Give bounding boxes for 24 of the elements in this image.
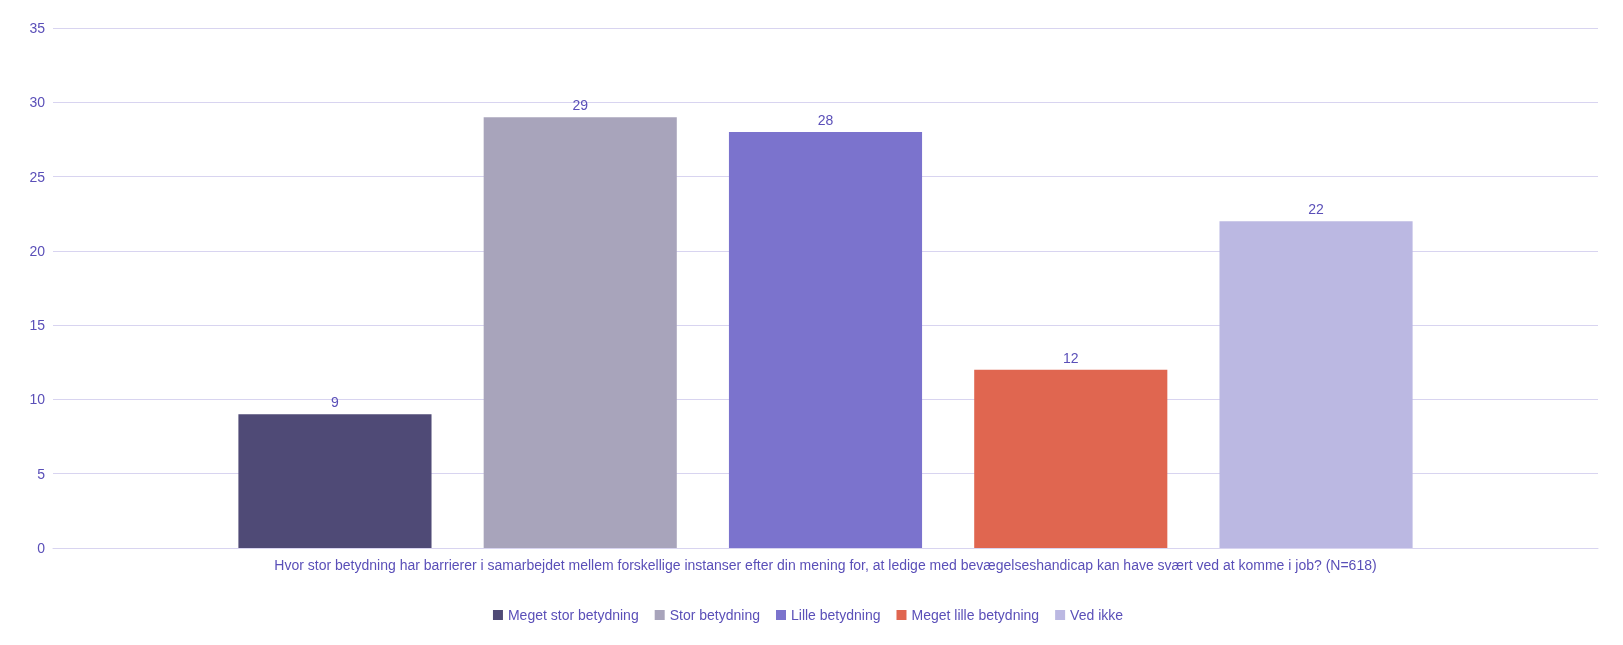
legend-label: Meget stor betydning bbox=[507, 607, 639, 623]
bar bbox=[238, 414, 432, 548]
y-tick-label: 20 bbox=[29, 242, 46, 259]
bar bbox=[1219, 221, 1413, 548]
data-label: 12 bbox=[1062, 349, 1079, 366]
data-label: 22 bbox=[1308, 201, 1325, 218]
bar bbox=[974, 369, 1168, 548]
legend-label: Lille betydning bbox=[790, 607, 881, 623]
y-tick-label: 30 bbox=[29, 94, 46, 111]
x-tick-label: Hvor stor betydning har barrierer i samarbejdet mellem forskellige instanser efter din mening for, at ledige med bevægelseshandicap kan have svært ved at komme i job? (N=618) bbox=[274, 557, 1377, 573]
y-tick-label: 25 bbox=[29, 168, 46, 185]
data-label: 29 bbox=[572, 97, 589, 114]
y-tick-label: 15 bbox=[29, 317, 46, 334]
data-label: 28 bbox=[817, 112, 834, 128]
legend-label: Meget lille betydning bbox=[911, 607, 1040, 623]
bar bbox=[728, 132, 923, 548]
legend-label: Stor betydning bbox=[669, 607, 760, 623]
legend-label: Ved ikke bbox=[1070, 607, 1124, 623]
y-tick-label: 5 bbox=[37, 465, 46, 482]
y-tick-label: 35 bbox=[29, 20, 46, 36]
bar bbox=[483, 117, 677, 548]
y-tick-label: 0 bbox=[37, 540, 46, 556]
data-label: 9 bbox=[331, 394, 340, 411]
y-tick-label: 10 bbox=[29, 391, 46, 408]
